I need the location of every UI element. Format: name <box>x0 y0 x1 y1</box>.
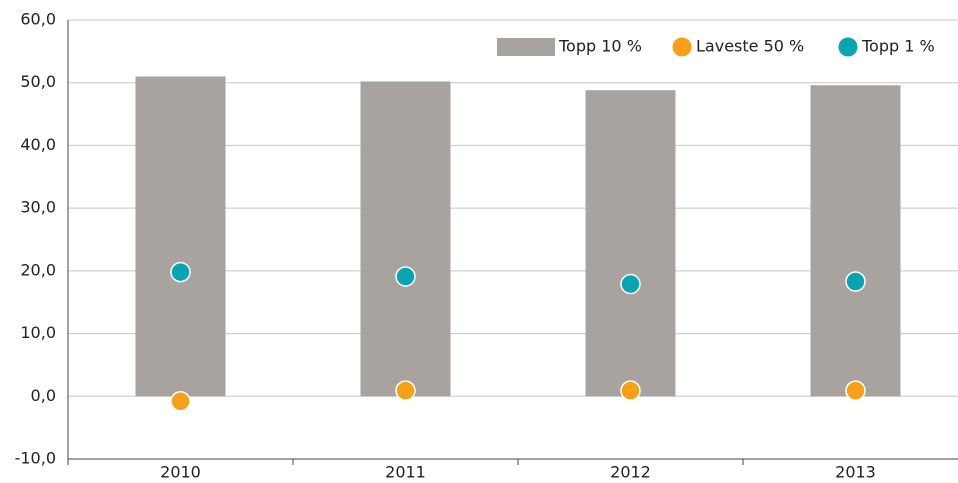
legend-label: Topp 10 % <box>558 37 642 56</box>
point <box>395 266 416 287</box>
y-tick-label: 30,0 <box>20 198 56 217</box>
x-tick-label: 2011 <box>385 463 426 482</box>
bar <box>585 90 676 397</box>
bar <box>360 81 451 397</box>
y-tick-label: -10,0 <box>15 449 56 468</box>
bar <box>135 76 226 397</box>
point <box>845 380 866 401</box>
point <box>845 271 866 292</box>
legend-label: Topp 1 % <box>861 37 935 56</box>
x-tick-label: 2010 <box>160 463 201 482</box>
point <box>170 261 191 283</box>
y-tick-label: 20,0 <box>20 260 56 279</box>
y-tick-label: 0,0 <box>31 386 56 405</box>
legend-swatch <box>838 37 858 57</box>
x-tick-label: 2013 <box>835 463 876 482</box>
point <box>395 380 416 401</box>
x-tick-label: 2012 <box>610 463 651 482</box>
point <box>170 391 191 412</box>
y-tick-label: 40,0 <box>20 135 56 154</box>
legend-swatch <box>672 37 692 57</box>
y-tick-label: 60,0 <box>20 10 56 29</box>
point <box>620 380 641 401</box>
y-tick-label: 50,0 <box>20 72 56 91</box>
point <box>620 273 641 295</box>
y-tick-label: 10,0 <box>20 323 56 342</box>
bar <box>810 85 901 397</box>
legend-swatch <box>497 38 555 56</box>
legend-label: Laveste 50 % <box>696 37 804 56</box>
